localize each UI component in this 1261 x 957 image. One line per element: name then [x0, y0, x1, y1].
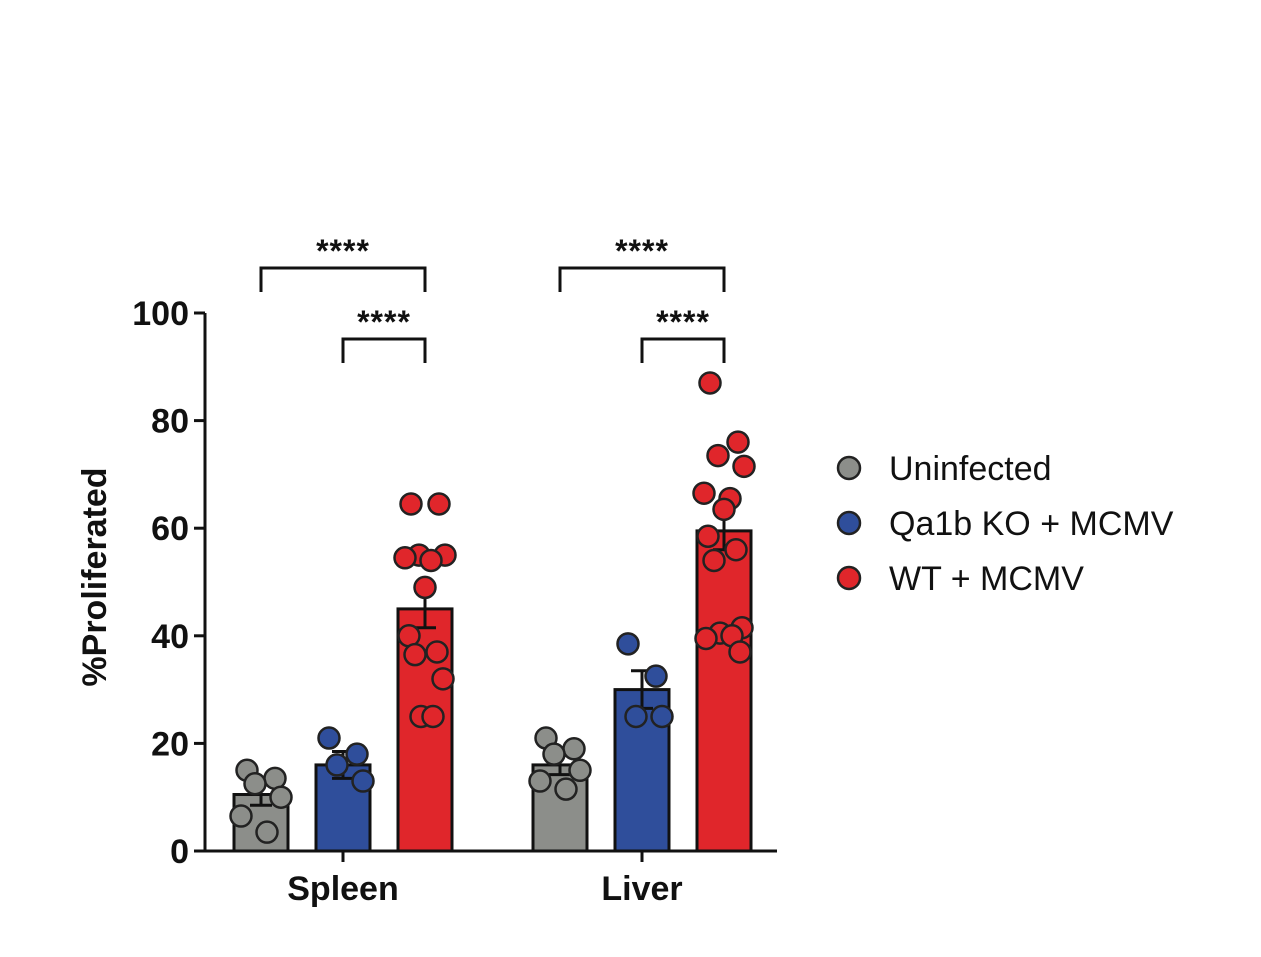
data-point [650, 704, 674, 729]
data-point [692, 481, 716, 505]
data-point [431, 667, 455, 691]
data-point [712, 497, 736, 522]
data-point [425, 640, 449, 664]
y-tick-label: 80 [151, 403, 189, 441]
y-axis-label: %Proliferated [76, 467, 114, 686]
data-point [325, 753, 349, 777]
y-tick-label: 20 [151, 725, 189, 763]
data-point [726, 430, 750, 454]
data-point [393, 546, 417, 570]
data-point [269, 785, 293, 809]
data-point [724, 537, 748, 562]
significance-bracket [341, 337, 427, 363]
data-point [732, 454, 756, 479]
data-point [317, 726, 341, 750]
data-point [243, 772, 267, 796]
legend-label: Qa1b KO + MCMV [889, 505, 1174, 543]
significance-label: **** [316, 233, 370, 269]
data-point [542, 742, 566, 766]
y-tick-label: 0 [170, 833, 189, 871]
data-point [644, 664, 668, 688]
data-point [419, 548, 443, 573]
data-point [698, 371, 722, 395]
data-point [345, 742, 369, 766]
legend-label: Uninfected [889, 450, 1052, 488]
bar [695, 529, 753, 853]
data-point [399, 492, 423, 516]
data-point [694, 626, 718, 651]
data-point [624, 704, 648, 729]
data-point [696, 524, 720, 549]
x-category-label: Spleen [287, 870, 398, 908]
data-point [554, 777, 578, 801]
significance-label: **** [357, 304, 411, 340]
data-point [403, 642, 427, 667]
data-point [351, 769, 375, 793]
significance-label: **** [656, 304, 710, 340]
data-point [427, 492, 451, 516]
y-tick-label: 60 [151, 510, 189, 548]
data-point [413, 575, 437, 600]
data-point [562, 737, 586, 761]
legend-marker [836, 510, 862, 536]
data-point [421, 704, 445, 729]
significance-bracket [259, 266, 427, 292]
x-category-label: Liver [601, 870, 682, 908]
significance-bracket [640, 337, 726, 363]
legend-marker [836, 455, 862, 481]
data-point [229, 804, 253, 828]
data-point [702, 548, 726, 573]
y-tick-label: 40 [151, 618, 189, 656]
data-point [528, 769, 552, 793]
y-tick-label: 100 [132, 295, 189, 333]
legend-marker [836, 565, 862, 591]
data-point [728, 640, 752, 664]
data-point [568, 758, 592, 783]
significance-bracket [558, 266, 726, 292]
data-point [255, 820, 279, 844]
data-point [616, 632, 640, 656]
legend-label: WT + MCMV [889, 560, 1084, 598]
data-point [706, 443, 730, 468]
significance-label: **** [615, 233, 669, 269]
